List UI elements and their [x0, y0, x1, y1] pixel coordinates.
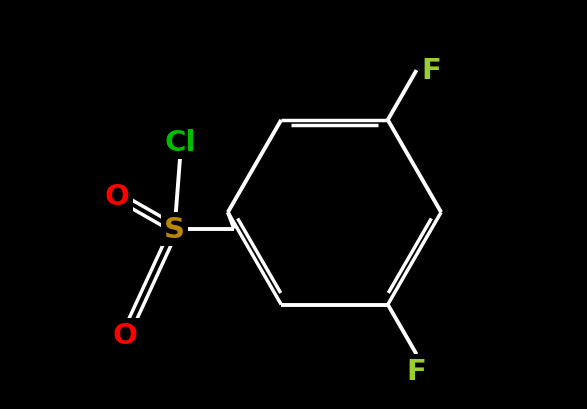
Text: O: O — [104, 182, 130, 210]
Text: O: O — [113, 321, 138, 349]
Text: Cl: Cl — [165, 129, 197, 157]
Text: F: F — [421, 57, 441, 85]
Text: F: F — [407, 357, 426, 385]
Text: S: S — [164, 215, 185, 243]
